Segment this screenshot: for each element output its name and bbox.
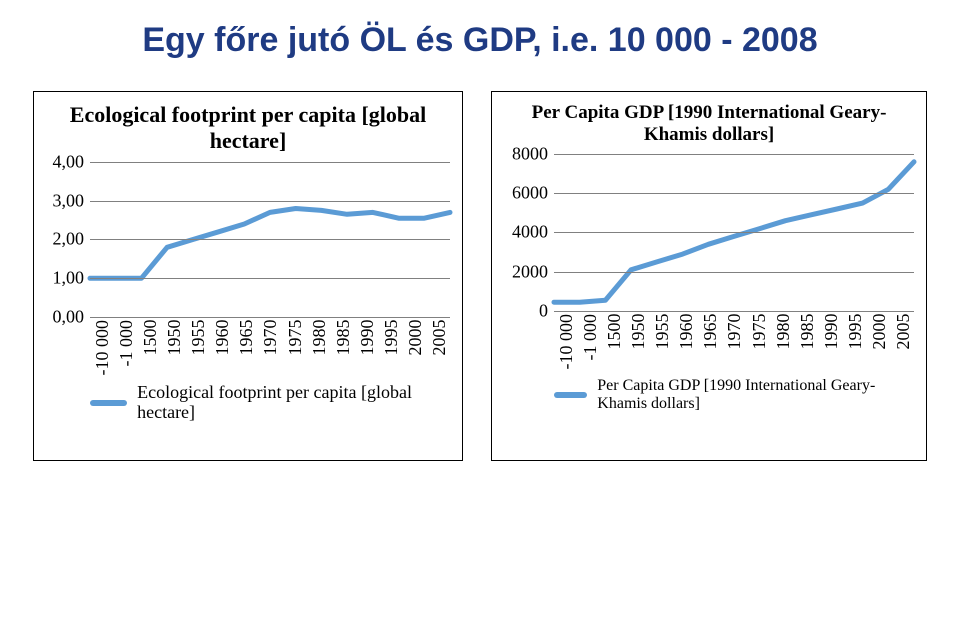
y-tick-label: 4000 xyxy=(512,222,548,243)
y-tick-label: 6000 xyxy=(512,183,548,204)
x-tick-label: -10 000 xyxy=(92,320,113,376)
x-tick-label: 1970 xyxy=(260,320,281,376)
gdp-legend: Per Capita GDP [1990 International Geary… xyxy=(554,377,914,412)
footprint-legend-text: Ecological footprint per capita [global … xyxy=(137,383,450,423)
panel-gdp: Per Capita GDP [1990 International Geary… xyxy=(491,91,927,461)
x-tick-label: 1995 xyxy=(845,314,866,370)
gridline xyxy=(554,232,914,233)
gridline xyxy=(554,154,914,155)
x-tick-label: 1500 xyxy=(604,314,625,370)
page-root: Egy főre jutó ÖL és GDP, i.e. 10 000 - 2… xyxy=(0,0,960,644)
y-tick-label: 1,00 xyxy=(53,268,85,289)
x-tick-label: 1950 xyxy=(164,320,185,376)
panel-footprint: Ecological footprint per capita [global … xyxy=(33,91,463,461)
x-tick-label: 1965 xyxy=(700,314,721,370)
series-line xyxy=(90,208,450,278)
x-tick-label: 1970 xyxy=(724,314,745,370)
page-title: Egy főre jutó ÖL és GDP, i.e. 10 000 - 2… xyxy=(20,20,940,61)
x-tick-label: -1 000 xyxy=(116,320,137,376)
y-tick-label: 0 xyxy=(539,300,548,321)
x-tick-label: 2000 xyxy=(869,314,890,370)
x-tick-label: 1990 xyxy=(357,320,378,376)
footprint-xticks: -10 000-1 000150019501955196019651970197… xyxy=(90,320,450,376)
x-tick-label: -10 000 xyxy=(556,314,577,370)
x-tick-label: 1500 xyxy=(140,320,161,376)
x-tick-label: 1980 xyxy=(309,320,330,376)
x-tick-label: 1985 xyxy=(333,320,354,376)
gdp-legend-swatch xyxy=(554,392,587,398)
gdp-chartwrap: 02000400060008000 -10 000-1 000150019501… xyxy=(504,154,914,370)
x-tick-label: 1965 xyxy=(236,320,257,376)
gdp-plot: 02000400060008000 xyxy=(554,154,914,312)
x-tick-label: 1960 xyxy=(676,314,697,370)
x-tick-label: 1955 xyxy=(652,314,673,370)
gridline xyxy=(90,317,450,318)
gdp-subtitle: Per Capita GDP [1990 International Geary… xyxy=(504,102,914,146)
x-tick-label: -1 000 xyxy=(580,314,601,370)
x-tick-label: 1975 xyxy=(749,314,770,370)
footprint-legend-swatch xyxy=(90,400,127,406)
y-tick-label: 3,00 xyxy=(53,190,85,211)
x-tick-label: 2000 xyxy=(405,320,426,376)
gdp-legend-text: Per Capita GDP [1990 International Geary… xyxy=(597,377,914,412)
gridline xyxy=(554,311,914,312)
x-tick-label: 1950 xyxy=(628,314,649,370)
x-tick-label: 2005 xyxy=(893,314,914,370)
y-tick-label: 8000 xyxy=(512,143,548,164)
gdp-xticks: -10 000-1 000150019501955196019651970197… xyxy=(554,314,914,370)
y-tick-label: 2000 xyxy=(512,261,548,282)
gridline xyxy=(554,193,914,194)
footprint-chartwrap: 0,001,002,003,004,00 -10 000-1 000150019… xyxy=(46,162,450,376)
gridline xyxy=(554,272,914,273)
y-tick-label: 2,00 xyxy=(53,229,85,250)
x-tick-label: 1975 xyxy=(285,320,306,376)
x-tick-label: 1990 xyxy=(821,314,842,370)
footprint-legend: Ecological footprint per capita [global … xyxy=(90,383,450,423)
x-tick-label: 2005 xyxy=(429,320,450,376)
x-tick-label: 1980 xyxy=(773,314,794,370)
charts-row: Ecological footprint per capita [global … xyxy=(20,91,940,461)
gridline xyxy=(90,239,450,240)
y-tick-label: 4,00 xyxy=(53,151,85,172)
footprint-subtitle: Ecological footprint per capita [global … xyxy=(46,102,450,154)
gridline xyxy=(90,201,450,202)
x-tick-label: 1960 xyxy=(212,320,233,376)
x-tick-label: 1995 xyxy=(381,320,402,376)
gridline xyxy=(90,278,450,279)
gridline xyxy=(90,162,450,163)
y-tick-label: 0,00 xyxy=(53,306,85,327)
x-tick-label: 1955 xyxy=(188,320,209,376)
footprint-plot: 0,001,002,003,004,00 xyxy=(90,162,450,318)
x-tick-label: 1985 xyxy=(797,314,818,370)
